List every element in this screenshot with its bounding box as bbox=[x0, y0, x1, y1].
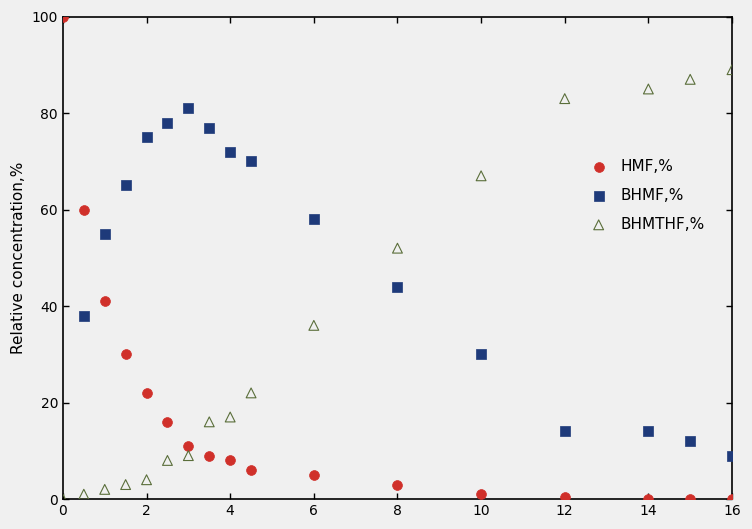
BHMTHF,% bbox=[120, 480, 132, 489]
HMF,% bbox=[245, 466, 257, 475]
BHMF,% bbox=[182, 104, 194, 113]
BHMTHF,% bbox=[141, 476, 153, 484]
HMF,% bbox=[559, 492, 571, 501]
Y-axis label: Relative concentration,%: Relative concentration,% bbox=[11, 162, 26, 354]
HMF,% bbox=[392, 480, 404, 489]
BHMF,% bbox=[77, 312, 89, 320]
BHMTHF,% bbox=[182, 451, 194, 460]
BHMF,% bbox=[684, 437, 696, 445]
BHMF,% bbox=[99, 230, 111, 238]
HMF,% bbox=[162, 417, 174, 426]
HMF,% bbox=[642, 495, 654, 503]
BHMTHF,% bbox=[162, 456, 174, 464]
HMF,% bbox=[726, 495, 738, 503]
BHMF,% bbox=[559, 427, 571, 436]
BHMTHF,% bbox=[559, 94, 571, 103]
BHMF,% bbox=[245, 157, 257, 166]
HMF,% bbox=[141, 389, 153, 397]
BHMF,% bbox=[642, 427, 654, 436]
BHMTHF,% bbox=[642, 85, 654, 93]
BHMTHF,% bbox=[77, 490, 89, 498]
HMF,% bbox=[308, 471, 320, 479]
BHMF,% bbox=[162, 118, 174, 127]
BHMTHF,% bbox=[245, 389, 257, 397]
BHMTHF,% bbox=[224, 413, 236, 421]
HMF,% bbox=[120, 350, 132, 359]
BHMTHF,% bbox=[203, 417, 215, 426]
BHMF,% bbox=[308, 215, 320, 223]
HMF,% bbox=[77, 205, 89, 214]
HMF,% bbox=[99, 297, 111, 305]
HMF,% bbox=[57, 12, 69, 21]
BHMF,% bbox=[475, 350, 487, 359]
Legend: HMF,%, BHMF,%, BHMTHF,%: HMF,%, BHMF,%, BHMTHF,% bbox=[584, 159, 705, 232]
HMF,% bbox=[224, 456, 236, 464]
BHMTHF,% bbox=[57, 495, 69, 503]
BHMF,% bbox=[120, 181, 132, 190]
BHMF,% bbox=[203, 123, 215, 132]
HMF,% bbox=[182, 442, 194, 450]
HMF,% bbox=[475, 490, 487, 498]
HMF,% bbox=[203, 451, 215, 460]
BHMTHF,% bbox=[726, 66, 738, 74]
BHMTHF,% bbox=[684, 75, 696, 84]
BHMF,% bbox=[726, 451, 738, 460]
BHMTHF,% bbox=[99, 485, 111, 494]
BHMF,% bbox=[392, 282, 404, 291]
HMF,% bbox=[684, 495, 696, 503]
BHMF,% bbox=[224, 148, 236, 156]
BHMTHF,% bbox=[308, 321, 320, 330]
BHMTHF,% bbox=[475, 171, 487, 180]
BHMTHF,% bbox=[392, 244, 404, 252]
BHMF,% bbox=[141, 133, 153, 141]
